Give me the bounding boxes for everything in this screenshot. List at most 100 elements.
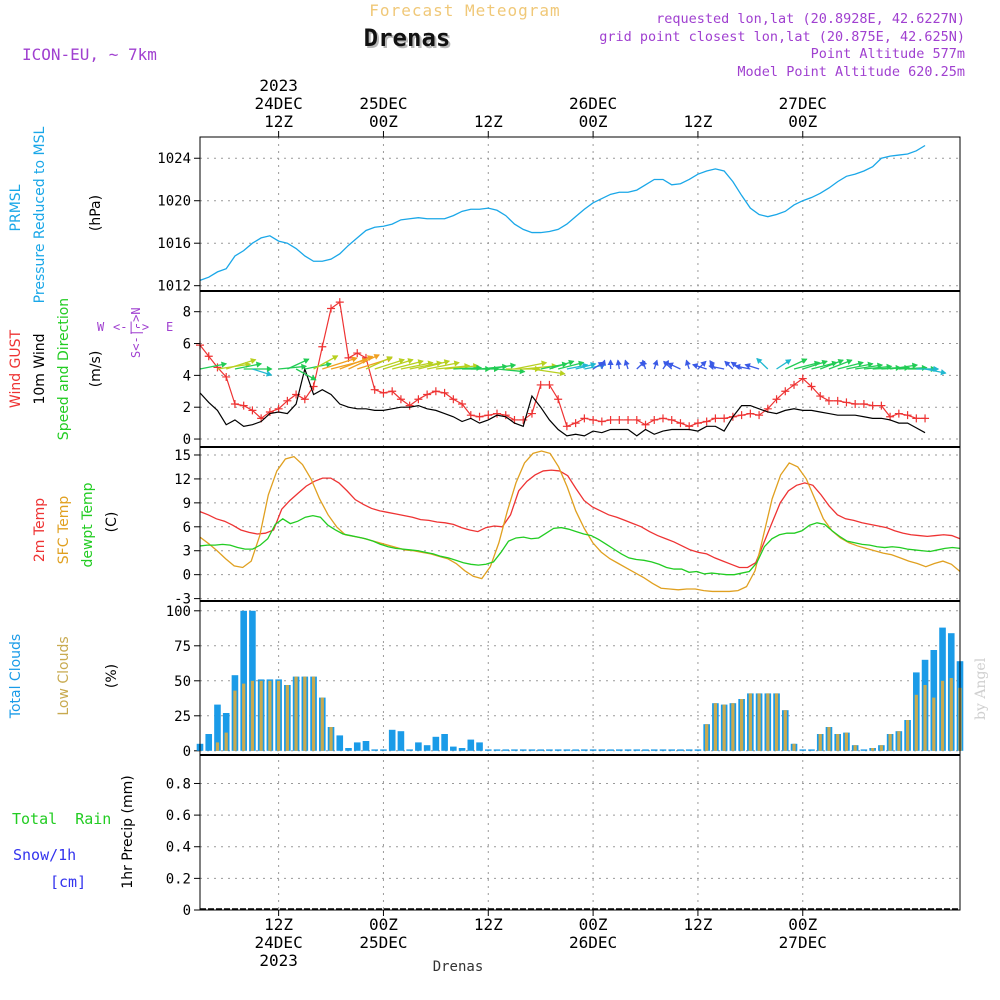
low-clouds-bar	[740, 699, 744, 751]
panel-pressure-axis: 1012 1016 1020 1024	[157, 151, 960, 295]
wind-arrow-head	[911, 362, 918, 369]
total-clouds-bar	[467, 739, 475, 751]
gust-marker	[449, 395, 458, 404]
panel-frames	[199, 136, 961, 911]
gust-marker	[877, 401, 886, 410]
wind-arrow	[383, 358, 414, 370]
total-clouds-bar	[668, 749, 676, 751]
low-clouds-bar	[844, 732, 849, 751]
gust-marker	[807, 382, 816, 391]
total-clouds-bar	[214, 704, 221, 751]
wind-arrow	[557, 360, 585, 370]
precip-label: 1hr Precip (mm)	[120, 775, 136, 888]
low-clouds-bar	[940, 680, 945, 751]
compass-north-south-arrow: S<-|->N	[129, 307, 143, 358]
gust-marker	[650, 415, 659, 424]
total-clouds-bar	[222, 713, 230, 751]
top-time-label: 25DEC	[359, 94, 407, 113]
total-clouds-bar	[528, 749, 536, 751]
temp-2m-label: 2m Temp	[32, 498, 48, 562]
pressure-unit: (hPa)	[88, 195, 104, 231]
gust-marker	[222, 372, 231, 381]
total-clouds-bar	[415, 742, 422, 751]
wind-arrow-head	[510, 362, 517, 369]
wind-arrow-head	[265, 370, 273, 377]
y-tick-label: 2	[183, 400, 191, 416]
wind-arrow-shaft	[400, 361, 433, 370]
gust-marker	[527, 409, 536, 418]
cloud-unit: (%)	[104, 664, 120, 688]
total-clouds-bar	[685, 749, 693, 751]
wind-arrow-head	[724, 360, 731, 367]
y-tick-label: 50	[174, 674, 191, 690]
gust-marker	[658, 414, 667, 423]
wind-arrow	[409, 360, 443, 370]
point-altitude: Point Altitude 577m	[811, 46, 965, 62]
y-tick-label: 4	[183, 368, 191, 384]
panel-clouds-axis: 0 25 50 75 100	[166, 604, 960, 760]
gust-marker	[248, 406, 257, 415]
temp-unit: (C)	[104, 512, 120, 533]
wind-arrow	[549, 359, 575, 370]
gust-marker	[379, 388, 388, 397]
total-clouds-bar	[493, 749, 501, 751]
wind-arrow-head	[846, 359, 853, 365]
low-clouds-bar	[320, 697, 324, 751]
total-clouds-bar	[371, 749, 379, 751]
total-clouds-bar	[563, 749, 571, 751]
wind-arrow-head	[221, 361, 228, 368]
total-clouds-bar	[388, 729, 396, 751]
total-clouds-bar	[554, 749, 562, 751]
low-clouds-bar	[224, 732, 228, 751]
compass-east-west-arrow: <-|->	[113, 320, 149, 334]
footer-location: Drenas	[433, 959, 484, 975]
gust-marker	[283, 396, 292, 405]
wind-arrow-head	[559, 370, 566, 377]
bottom-time-label: 00Z	[579, 915, 608, 934]
panel-frame	[199, 446, 961, 602]
total-clouds-bar	[650, 749, 658, 751]
total-clouds-bar	[598, 749, 606, 751]
wind-arrow-head	[568, 359, 575, 366]
gust-marker	[720, 414, 729, 423]
wind-arrow	[641, 359, 648, 370]
top-time-label: 00Z	[579, 112, 608, 131]
bottom-time-label: 12Z	[264, 915, 293, 934]
wind-arrow	[756, 357, 769, 370]
y-tick-label: 1024	[157, 151, 191, 167]
low-clouds-bar	[285, 685, 289, 751]
wind-arrow-shaft	[409, 361, 442, 370]
wind-speed-line	[199, 366, 926, 437]
wind-arrow	[785, 358, 808, 370]
gust-marker	[335, 298, 344, 307]
sfc-temp-label: SFC Temp	[56, 496, 72, 565]
wind-arrow	[418, 359, 451, 370]
gust-marker	[676, 419, 685, 428]
grid-point-coords: grid point closest lon,lat (20.875E, 42.…	[599, 29, 965, 45]
gust-marker	[824, 396, 833, 405]
wind-arrow	[488, 362, 517, 370]
wind-arrow-head	[837, 359, 844, 365]
gust-marker	[239, 401, 248, 410]
wind-arrow-head	[303, 358, 310, 364]
pressure-label-prmsl: PRMSL	[8, 184, 24, 231]
wind-direction-arrows	[199, 354, 947, 381]
wind-arrow	[348, 354, 380, 370]
low-clouds-bar	[888, 734, 892, 751]
wind-arrow	[697, 360, 707, 370]
total-clouds-bar	[607, 749, 614, 751]
snow-legend: Snow/1h	[13, 846, 76, 864]
wind-arrow-head	[684, 359, 691, 366]
total-clouds-bar	[624, 749, 632, 751]
y-tick-label: 0	[183, 744, 191, 760]
sfc-temp-line	[199, 450, 961, 593]
wind-arrow-head	[325, 361, 332, 368]
low-clouds-bar	[836, 734, 840, 751]
gust-marker	[632, 415, 641, 424]
gust-marker	[458, 400, 467, 409]
total-clouds-bar	[511, 749, 518, 751]
wind-arrow-head	[578, 360, 585, 367]
low-clouds-bar	[757, 693, 761, 751]
low-clouds-bar	[259, 680, 263, 751]
